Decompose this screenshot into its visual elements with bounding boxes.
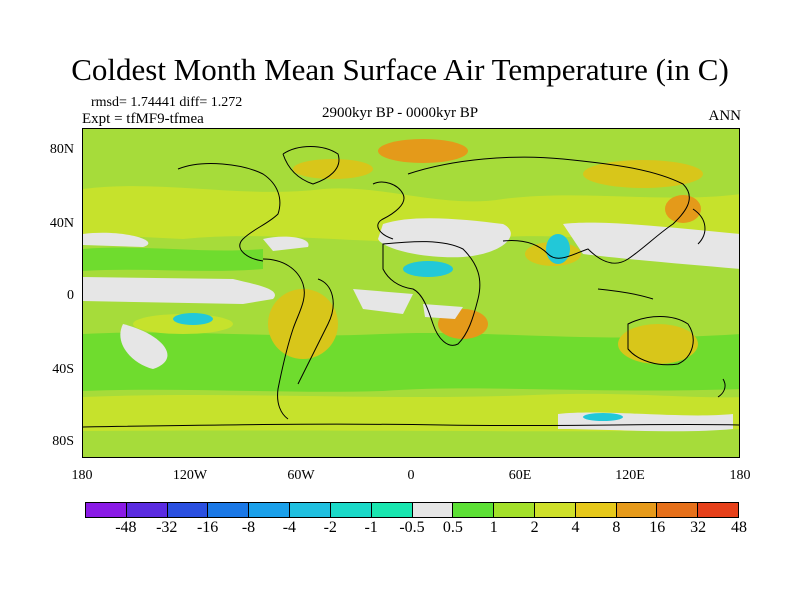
warm-patch-australia xyxy=(618,324,698,364)
colorbar-label: 8 xyxy=(612,519,621,536)
colorbar-swatch xyxy=(657,503,699,517)
colorbar-swatch xyxy=(616,503,658,517)
coast-south-america-east xyxy=(297,278,334,385)
colorbar xyxy=(85,502,739,518)
chart-title: Coldest Month Mean Surface Air Temperatu… xyxy=(71,52,729,87)
colorbar-label: 48 xyxy=(731,519,747,536)
neutral-patch-sahara xyxy=(378,218,511,258)
coast-africa xyxy=(382,241,481,346)
colorbar-swatch xyxy=(453,503,495,517)
colorbar-label: -0.5 xyxy=(399,519,425,536)
colorbar-swatch xyxy=(698,503,738,517)
x-tick-label: 180 xyxy=(729,468,751,483)
map-panel xyxy=(82,128,740,458)
colorbar-swatch xyxy=(412,503,454,517)
y-tick-label: 40S xyxy=(52,362,74,377)
y-tick-label: 0 xyxy=(67,288,74,303)
x-tick-label: 60W xyxy=(287,468,315,483)
y-tick-label: 80S xyxy=(52,434,74,449)
colorbar-swatch xyxy=(126,503,168,517)
colorbar-swatch xyxy=(371,503,413,517)
coast-europe xyxy=(372,181,405,240)
season-label: ANN xyxy=(708,108,742,124)
colorbar-label: 1 xyxy=(489,519,498,536)
colorbar-label: 2 xyxy=(530,519,539,536)
field-bright-band xyxy=(83,247,263,271)
colorbar-swatch xyxy=(208,503,250,517)
cool-patch-pacific xyxy=(173,313,213,325)
colorbar-label: -32 xyxy=(156,519,178,536)
colorbar-label: -4 xyxy=(282,519,297,536)
warm-patch-greenland xyxy=(293,159,373,179)
coast-japan xyxy=(692,208,706,245)
field-bright-south xyxy=(83,332,739,392)
stats-label: rmsd= 1.74441 diff= 1.272 xyxy=(91,95,243,110)
colorbar-swatch xyxy=(575,503,617,517)
warm-patch-arctic xyxy=(378,139,468,163)
colorbar-label: -8 xyxy=(241,519,256,536)
coast-antarctica xyxy=(83,423,739,428)
coast-australia xyxy=(627,316,694,366)
cool-patch-sahel xyxy=(403,261,453,277)
coast-south-america xyxy=(262,258,305,420)
colorbar-swatch xyxy=(167,503,209,517)
colorbar-label: 16 xyxy=(649,519,666,536)
colorbar-swatch xyxy=(494,503,535,517)
coast-greenland xyxy=(282,146,340,185)
colorbar-swatch xyxy=(86,503,127,517)
x-tick-label: 120W xyxy=(172,468,208,483)
warm-patch-kamchatka xyxy=(665,195,701,223)
coast-indonesia xyxy=(597,288,654,300)
cool-patch-antarctic xyxy=(583,413,623,421)
warm-patch-siberia xyxy=(583,160,703,188)
neutral-patch-gulf xyxy=(423,304,463,319)
colorbar-label: -48 xyxy=(115,519,137,536)
colorbar-label: -16 xyxy=(196,519,219,536)
x-tick-label: 180 xyxy=(71,468,93,483)
neutral-patch-pacific-north xyxy=(563,222,739,269)
y-tick-label: 80N xyxy=(49,142,74,157)
y-tick-label: 40N xyxy=(49,216,74,231)
warm-patch-south-america xyxy=(268,289,338,359)
neutral-patch-caribbean xyxy=(263,236,309,251)
x-tick-label: 60E xyxy=(508,468,532,483)
colorbar-label: -1 xyxy=(364,519,378,536)
colorbar-swatch xyxy=(330,503,372,517)
colorbar-label: 32 xyxy=(690,519,707,536)
neutral-patch-west xyxy=(83,232,149,247)
period-label: 2900kyr BP - 0000kyr BP xyxy=(322,105,479,121)
coast-north-america xyxy=(177,163,281,262)
colorbar-label: -2 xyxy=(323,519,337,536)
neutral-patch-atlantic xyxy=(353,289,413,314)
colorbar-label: 0.5 xyxy=(442,519,463,536)
experiment-label: Expt = tfMF9-tfmea xyxy=(82,111,204,127)
colorbar-swatch xyxy=(534,503,576,517)
colorbar-swatch xyxy=(290,503,331,517)
cool-patch-india xyxy=(546,234,570,264)
coast-asia xyxy=(407,156,690,264)
x-tick-label: 0 xyxy=(407,468,415,483)
coast-new-zealand xyxy=(717,378,726,398)
colorbar-swatch xyxy=(249,503,291,517)
map-svg xyxy=(83,129,739,457)
colorbar-label: 4 xyxy=(571,519,580,536)
neutral-patch-south-pacific xyxy=(120,324,168,369)
x-tick-label: 120E xyxy=(615,468,645,483)
coastlines xyxy=(83,146,739,428)
neutral-band-eq-pacific xyxy=(83,277,275,304)
